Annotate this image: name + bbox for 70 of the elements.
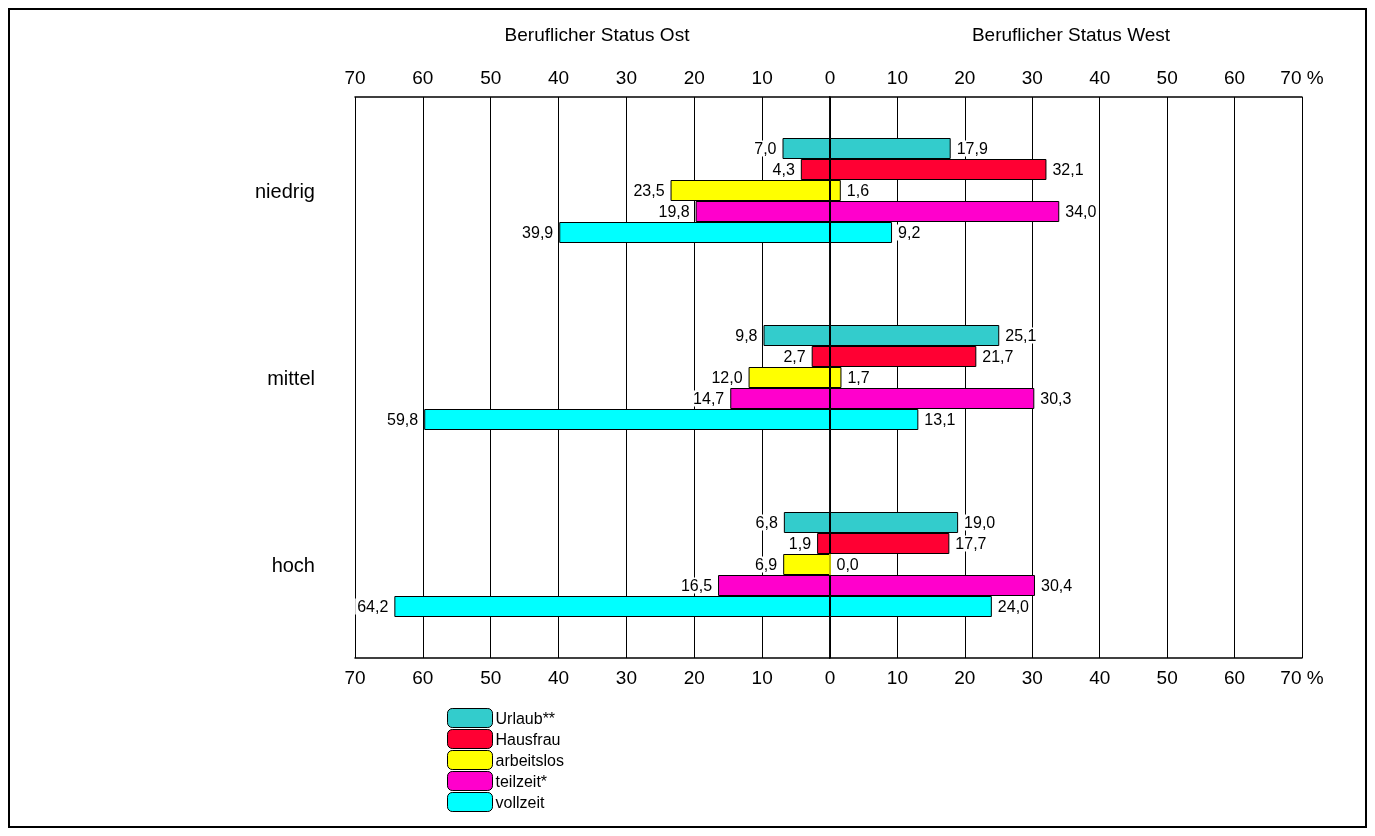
data-label: 30,4 (1040, 577, 1073, 594)
data-label: 13,1 (924, 411, 956, 428)
data-label: 24,0 (997, 598, 1030, 615)
x-tick-label: 40 (548, 67, 570, 88)
data-label: 6,8 (755, 514, 778, 531)
x2-tick-label: 70 % (1280, 667, 1324, 688)
x2-tick-label: 60 (1224, 667, 1246, 688)
data-label: 6,9 (754, 556, 778, 573)
x-tick-label: 50 (480, 67, 502, 88)
x-tick-label: 20 (683, 67, 705, 88)
data-label: 34,0 (1065, 203, 1097, 220)
x2-tick-label: 0 (824, 667, 836, 688)
data-label: 9,2 (898, 224, 921, 241)
x-tick-label: 40 (1089, 67, 1111, 88)
x2-tick-label: 50 (1156, 667, 1178, 688)
x2-tick-label: 10 (886, 667, 908, 688)
x2-tick-label: 60 (412, 667, 434, 688)
data-label: 17,9 (956, 140, 988, 157)
data-label: 17,7 (955, 535, 987, 552)
data-label: 0,0 (836, 556, 859, 573)
data-label: 9,8 (735, 327, 758, 344)
data-label: 1,9 (788, 535, 812, 552)
data-label: 39,9 (522, 224, 554, 241)
data-label: 14,7 (693, 390, 725, 407)
chart-title: Beruflicher Status Ost (504, 24, 691, 45)
x2-tick-label: 20 (683, 667, 705, 688)
data-label: 25,1 (1005, 327, 1037, 344)
x-tick-label: 10 (886, 67, 908, 88)
x2-tick-label: 10 (751, 667, 773, 688)
data-label: 59,8 (387, 411, 419, 428)
x-tick-label: 60 (1224, 67, 1246, 88)
legend-label: Urlaub** (495, 709, 556, 727)
data-label: 23,5 (633, 182, 665, 199)
data-label: 16,5 (680, 577, 713, 594)
data-label: 19,0 (964, 514, 996, 531)
data-label: 1,6 (846, 182, 870, 199)
data-label: 2,7 (783, 348, 806, 365)
x-tick-label: 70 (344, 67, 366, 88)
y-tick-label: niedrig (254, 179, 315, 202)
legend-label: teilzeit* (495, 772, 548, 790)
x2-tick-label: 40 (1089, 667, 1111, 688)
data-label: 12,0 (711, 369, 743, 386)
x2-tick-label: 40 (548, 667, 570, 688)
data-label: 4,3 (772, 161, 795, 178)
legend-label: arbeitslos (495, 751, 564, 769)
data-label: 21,7 (982, 348, 1014, 365)
y-tick-label: hoch (271, 553, 315, 576)
data-label: 30,3 (1040, 390, 1072, 407)
data-label: 7,0 (754, 140, 777, 157)
x2-tick-label: 30 (1021, 667, 1043, 688)
x-tick-label: 50 (1156, 67, 1178, 88)
x2-tick-label: 50 (480, 667, 502, 688)
x-tick-label: 30 (615, 67, 637, 88)
x2-tick-label: 70 (344, 667, 366, 688)
data-label: 32,1 (1052, 161, 1084, 178)
y-tick-label: mittel (267, 366, 315, 389)
x-tick-label: 70 % (1280, 67, 1324, 88)
legend-label: Hausfrau (495, 730, 561, 748)
x2-tick-label: 30 (615, 667, 637, 688)
x-tick-label: 60 (412, 67, 434, 88)
x-tick-label: 20 (954, 67, 976, 88)
x2-tick-label: 20 (954, 667, 976, 688)
data-label: 19,8 (658, 203, 690, 220)
data-label: 1,7 (847, 369, 870, 386)
x-tick-label: 30 (1021, 67, 1043, 88)
x-tick-label: 0 (824, 67, 836, 88)
data-label: 64,2 (357, 598, 389, 615)
legend-label: vollzeit (495, 793, 545, 811)
x-tick-label: 10 (751, 67, 773, 88)
chart-title: Beruflicher Status West (971, 24, 1171, 45)
